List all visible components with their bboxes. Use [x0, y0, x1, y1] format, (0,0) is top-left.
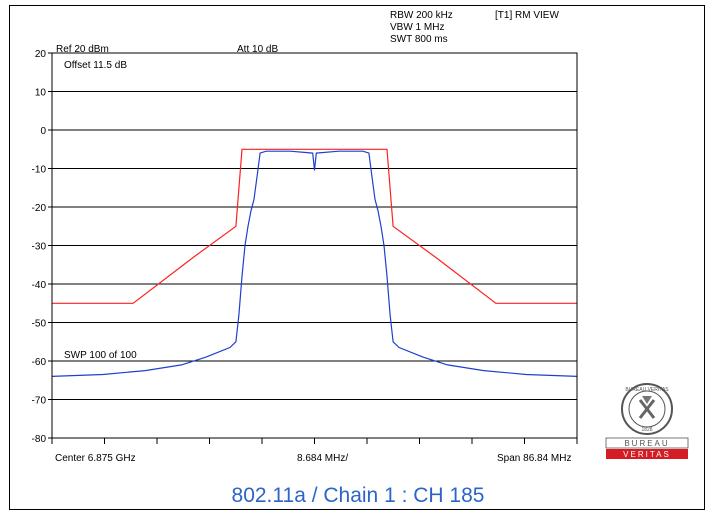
y-tick-label-6: -40 — [32, 280, 47, 291]
trace-lines — [51, 148, 578, 377]
y-tick-label-2: 0 — [40, 126, 46, 137]
y-tick-label-3: -10 — [32, 165, 47, 176]
spectrum-trace — [51, 150, 578, 377]
grid-lines — [48, 52, 577, 439]
logo-bureau-text: BUREAU — [624, 439, 669, 448]
logo-ring-text: BUREAU VERITAS — [625, 387, 669, 393]
y-tick-label-8: -60 — [32, 357, 47, 368]
y-tick-label-1: 10 — [35, 88, 47, 99]
y-tick-label-9: -70 — [32, 396, 47, 407]
y-tick-label-4: -20 — [32, 203, 47, 214]
y-tick-label-7: -50 — [32, 319, 47, 330]
attenuation-label: Att 10 dB — [237, 44, 279, 55]
y-tick-label-0: 20 — [35, 49, 47, 60]
division-label: 8.684 MHz/ — [297, 453, 349, 464]
x-tick-marks — [51, 438, 578, 444]
offset-label: Offset 11.5 dB — [64, 60, 128, 71]
plot-area-border — [51, 52, 578, 439]
rbw-label: RBW 200 kHz — [390, 10, 453, 21]
chart-caption: 802.11a / Chain 1 : CH 185 — [231, 484, 485, 507]
logo-veritas-text: VERITAS — [623, 450, 671, 459]
y-tick-label-10: -80 — [32, 434, 47, 445]
limit-line — [52, 148, 577, 304]
span-label: Span 86.84 MHz — [497, 453, 572, 464]
bureau-veritas-logo: BUREAU VERITAS 1828 BUREAU VERITAS — [605, 383, 689, 459]
ref-level-label: Ref 20 dBm — [56, 44, 109, 55]
sweep-label: SWP 100 of 100 — [64, 350, 137, 361]
swt-label: SWT 800 ms — [390, 34, 448, 45]
trace-label: [T1] RM VIEW — [495, 10, 559, 21]
y-tick-labels: 20 10 0 -10 -20 -30 -40 -50 -60 -70 -80 — [32, 49, 47, 445]
plot-frame — [9, 5, 705, 510]
y-tick-label-5: -30 — [32, 242, 47, 253]
logo-year-text: 1828 — [641, 427, 652, 433]
vbw-label: VBW 1 MHz — [390, 22, 445, 33]
center-frequency-label: Center 6.875 GHz — [55, 453, 136, 464]
